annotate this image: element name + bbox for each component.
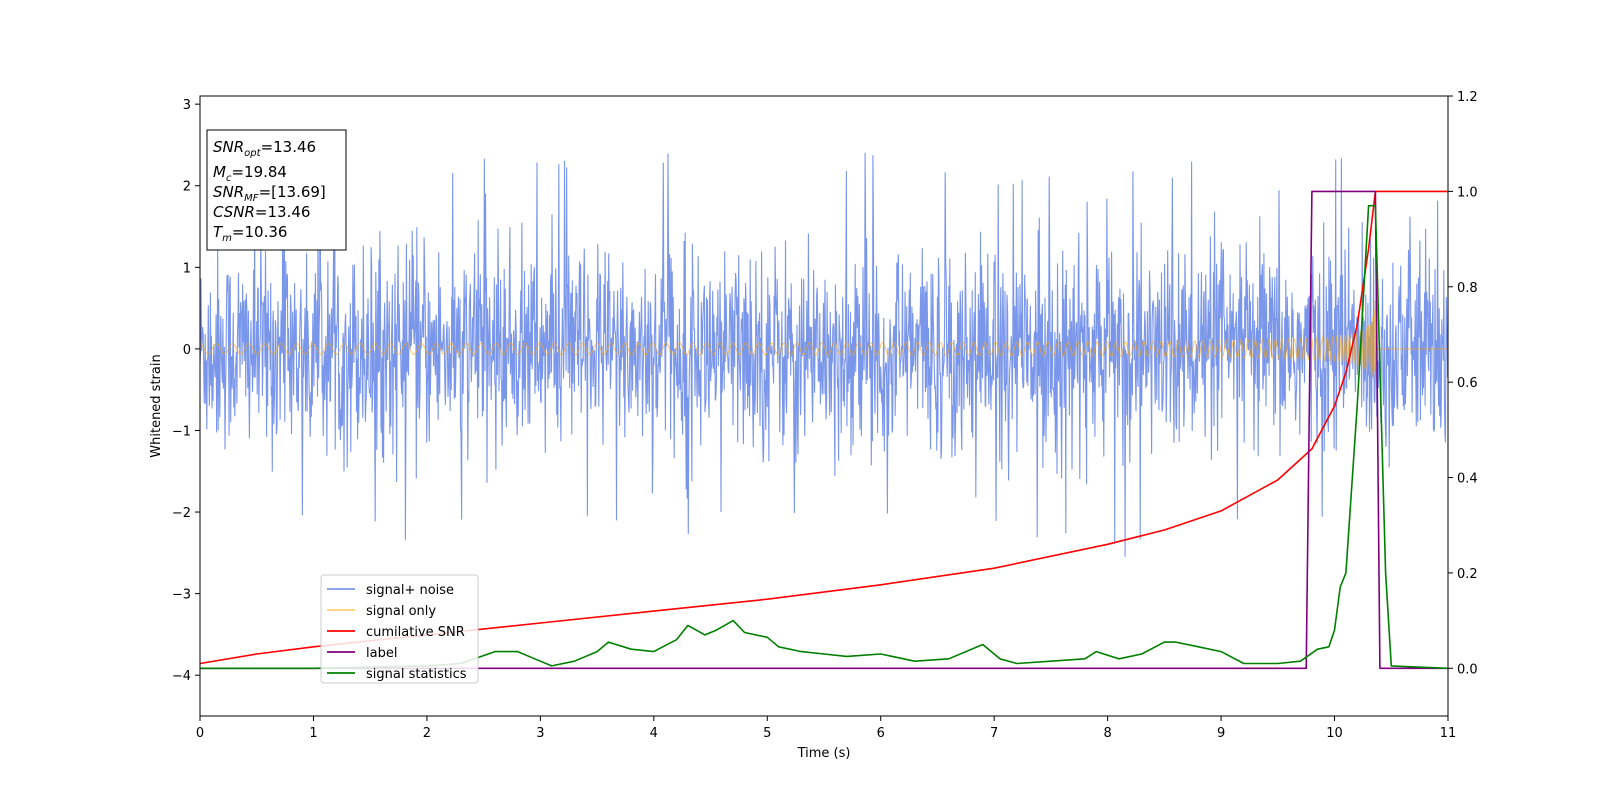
y-axis-right: 1.2 1.0 0.8 0.6 0.4 0.2 0.0: [1448, 90, 1478, 677]
y-tick-label: 1: [183, 261, 191, 276]
series-label: [200, 190, 1448, 670]
y-tick-label: 0: [183, 343, 191, 358]
series-signal-only: [200, 300, 1448, 381]
plot-frame: [199, 95, 1449, 717]
x-axis: 0 1 2 3 4 5 6 7 8 9 10 11: [196, 716, 1456, 741]
y-tick-label: −4: [172, 669, 191, 684]
x-tick-label: 10: [1326, 726, 1343, 741]
x-tick-label: 2: [423, 726, 431, 741]
x-tick-label: 6: [877, 726, 885, 741]
y2-tick-label: 0.4: [1457, 472, 1478, 487]
y-tick-label: −3: [172, 588, 191, 603]
y2-tick-label: 0.6: [1457, 376, 1478, 391]
x-tick-label: 4: [650, 726, 658, 741]
x-tick-label: 1: [309, 726, 317, 741]
x-tick-label: 0: [196, 726, 204, 741]
x-tick-label: 5: [763, 726, 771, 741]
annotation-line: Mc=19.84: [213, 163, 287, 184]
y-tick-label: −1: [172, 424, 191, 439]
y2-tick-label: 0.2: [1457, 567, 1478, 582]
y2-tick-label: 0.8: [1457, 281, 1478, 296]
legend-label: cumilative SNR: [366, 625, 465, 640]
y-axis-left: 3 2 1 0 −1 −2 −3 −4: [172, 98, 200, 684]
annotation-line: SNRopt=13.46: [213, 138, 316, 159]
series-signal-statistics: [200, 204, 1448, 670]
y2-tick-label: 1.2: [1457, 90, 1478, 105]
x-tick-label: 3: [536, 726, 544, 741]
x-tick-label: 8: [1103, 726, 1111, 741]
annotation-line: SNRMF=[13.69]: [213, 183, 326, 204]
legend-label: label: [366, 646, 397, 661]
annotation-frame: [206, 129, 347, 251]
y-tick-label: −2: [172, 506, 191, 521]
series-signal-noise: [200, 152, 1448, 557]
legend-label: signal statistics: [366, 667, 467, 682]
legend-label: signal+ noise: [366, 583, 454, 598]
x-axis-label: Time (s): [797, 746, 851, 761]
x-tick-label: 11: [1440, 726, 1457, 741]
y-tick-label: 3: [183, 98, 191, 113]
annotation-line: CSNR=13.46: [213, 203, 310, 221]
legend-label: signal only: [366, 604, 436, 619]
x-tick-label: 9: [1217, 726, 1225, 741]
y2-tick-label: 1.0: [1457, 185, 1478, 200]
annotation-box: SNRopt=13.46 Mc=19.84SNRMF=[13.69]CSNR=13…: [206, 129, 347, 251]
legend: signal+ noise signal only cumilative SNR la…: [320, 574, 479, 684]
legend-frame: [320, 574, 479, 684]
x-tick-label: 7: [990, 726, 998, 741]
y-tick-label: 2: [183, 180, 191, 195]
y2-tick-label: 0.0: [1457, 662, 1478, 677]
annotation-line: Tm=10.36: [213, 223, 287, 244]
y-axis-label: Whitened strain: [149, 354, 164, 457]
